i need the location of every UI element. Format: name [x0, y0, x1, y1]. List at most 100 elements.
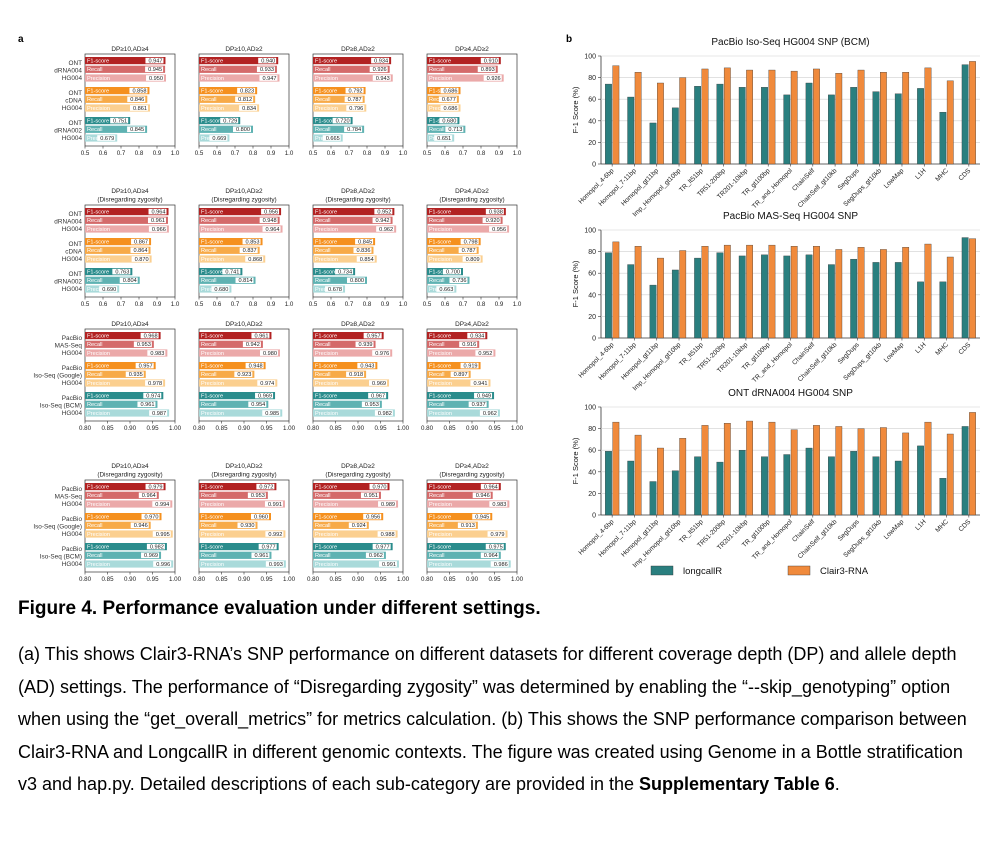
value-label-bg	[480, 57, 499, 64]
bar-recall	[199, 246, 260, 254]
value-label-group: 0.729	[220, 117, 239, 124]
value-label-bg	[371, 57, 390, 64]
value-label-bg	[353, 247, 372, 254]
value-label-bg	[372, 75, 391, 81]
metric-label: F1-score	[429, 393, 451, 399]
metric-label: Precision	[87, 287, 110, 293]
value-label-bg	[131, 256, 150, 262]
value-label: 0.952	[478, 351, 492, 357]
bar-clair3-rna	[790, 70, 798, 165]
x-tick-label: 0.80	[79, 425, 92, 432]
value-label-bg	[480, 483, 499, 490]
subpanel-title: DP≥10,AD≥2	[225, 463, 263, 470]
subpanel-title: DP≥8,AD≥2	[341, 188, 375, 195]
dataset-label: Iso-Seq (Google)	[33, 373, 82, 380]
bar-recall	[199, 400, 269, 408]
metric-label: F1-score	[315, 363, 337, 369]
value-label-group: 0.919	[460, 362, 479, 369]
value-label-bg	[344, 96, 363, 103]
bar-f1-score	[427, 332, 488, 340]
legend-label: Clair3-RNA	[820, 566, 869, 577]
value-label-group: 0.800	[347, 277, 365, 284]
bar-clair3-rna	[723, 244, 731, 339]
value-label: 0.982	[378, 411, 392, 417]
value-label-group: 0.846	[127, 96, 146, 103]
value-label: 0.741	[225, 269, 239, 275]
bar-recall	[427, 276, 470, 284]
value-label-group: 0.690	[99, 286, 118, 293]
x-tick-label: 0.9	[381, 301, 390, 308]
bar-clair3-rna	[634, 246, 642, 339]
bar-clair3-rna	[768, 69, 776, 165]
value-label: 0.956	[366, 514, 380, 520]
bar-f1-score	[85, 332, 161, 340]
value-label-group: 0.809	[462, 256, 481, 263]
value-label: 0.736	[452, 278, 466, 284]
x-tick-label: 0.5	[309, 150, 318, 157]
bar-recall	[85, 400, 158, 408]
value-label: 0.978	[148, 381, 162, 387]
metric-label: F1-score	[87, 363, 109, 369]
x-tick-label: LowMap	[883, 341, 906, 364]
x-tick-label: 0.90	[466, 425, 479, 432]
x-tick-label: 1.0	[399, 150, 408, 157]
value-label: 0.994	[155, 502, 169, 508]
x-tick-label: 0.5	[81, 150, 90, 157]
bar-precision	[85, 104, 150, 112]
value-label-bg	[255, 392, 274, 399]
metric-label: Precision	[201, 532, 224, 538]
dataset-label: HG004	[62, 561, 83, 568]
dataset-label: HG004	[62, 531, 83, 538]
x-tick-label: 0.85	[443, 576, 456, 583]
bar-f1-score	[427, 57, 501, 65]
x-tick-label: 1.0	[513, 150, 522, 157]
bar-precision	[199, 409, 283, 417]
x-tick-label: 0.85	[329, 576, 342, 583]
value-label-bg	[256, 483, 275, 490]
bar-recall	[427, 491, 493, 499]
bar-recall	[199, 551, 272, 559]
value-label-bg	[365, 552, 384, 559]
metric-label: Recall	[87, 372, 103, 378]
value-label: 0.983	[492, 502, 506, 508]
metric-label: Precision	[201, 76, 224, 82]
x-tick-label: 1.0	[399, 301, 408, 308]
bar-f1-score	[313, 238, 376, 246]
bar-longcallr	[917, 281, 924, 339]
bar-clair3-rna	[768, 244, 776, 339]
value-label-group: 0.867	[131, 238, 150, 245]
value-label: 0.858	[132, 88, 146, 94]
value-label-bg	[97, 135, 116, 141]
subpanel-title: DP≥10,AD≥2	[225, 321, 263, 328]
value-label: 0.991	[268, 502, 282, 508]
value-label: 0.784	[347, 127, 361, 133]
metric-label: F1-score	[201, 393, 223, 399]
x-tick-label: 0.5	[423, 150, 432, 157]
value-label-group: 0.913	[457, 522, 476, 529]
bar-f1-score	[199, 238, 263, 246]
bar-clair3-rna	[880, 249, 887, 339]
value-label: 0.837	[243, 248, 257, 254]
x-tick-label: 1.00	[283, 425, 296, 432]
metric-label: Precision	[315, 257, 338, 263]
metric-label: F1-score	[429, 88, 451, 94]
metric-label: Precision	[87, 257, 110, 263]
subpanel-title: DP≥4,AD≥2	[455, 46, 489, 53]
bar-longcallr	[694, 257, 701, 339]
value-label-group: 0.787	[344, 96, 363, 103]
value-label-bg	[368, 392, 387, 399]
x-tick-label: LowMap	[883, 167, 906, 190]
bar-longcallr	[805, 254, 813, 339]
metric-label: Recall	[201, 67, 217, 73]
bar-longcallr	[649, 122, 657, 165]
bar-clair3-rna	[880, 72, 887, 165]
value-label-bg	[438, 96, 457, 103]
bar-clair3-rna	[701, 68, 709, 165]
bar-longcallr	[805, 82, 813, 165]
bar-longcallr	[649, 481, 657, 516]
value-label-group: 0.938	[485, 208, 504, 215]
metric-label: F1-score	[429, 363, 451, 369]
value-label-bg	[374, 208, 393, 215]
x-tick-label: 0.85	[101, 576, 114, 583]
bar-recall	[85, 340, 154, 348]
